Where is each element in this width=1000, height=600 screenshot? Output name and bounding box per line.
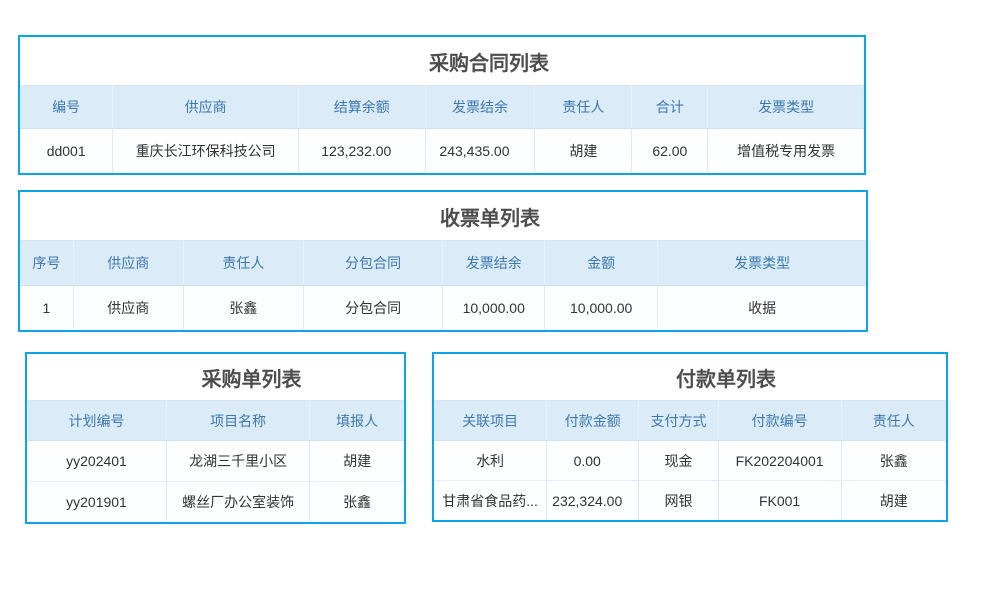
purchase-order-table: 计划编号 项目名称 填报人 yy202401 龙湖三千里小区 胡建 yy2019…	[27, 401, 404, 522]
column-header: 责任人	[840, 401, 946, 441]
cell-filler: 张鑫	[309, 481, 404, 522]
cell-responsible: 胡建	[840, 480, 946, 520]
column-header: 编号	[20, 86, 113, 129]
column-header: 金额	[543, 241, 658, 286]
purchase-order-panel: 采购单列表 计划编号 项目名称 填报人 yy202401 龙湖三千里小区 胡建	[25, 352, 406, 524]
cell-contract-code: dd001	[20, 128, 113, 173]
cell-invoice-type: 增值税专用发票	[707, 128, 864, 173]
purchase-contract-title: 采购合同列表	[20, 37, 864, 86]
cell-project-name: 螺丝厂办公室装饰	[165, 481, 310, 522]
column-header: 关联项目	[434, 401, 547, 441]
purchase-contract-table: 编号 供应商 结算余额 发票结余 责任人 合计 发票类型 dd001 重庆长江环…	[20, 86, 864, 173]
cell-payment-code: FK202204001	[717, 440, 842, 481]
column-header: 项目名称	[165, 401, 310, 441]
cell-total: 62.00	[631, 128, 708, 173]
cell-settlement-balance: 123,232.00	[298, 128, 426, 173]
cell-related-project: 水利	[434, 440, 547, 481]
column-header: 支付方式	[638, 401, 719, 441]
column-header: 序号	[20, 241, 74, 286]
payment-header-row: 关联项目 付款金额 支付方式 付款编号 责任人	[434, 401, 946, 441]
cell-invoice-balance: 10,000.00	[442, 285, 545, 330]
payment-title: 付款单列表	[434, 354, 946, 401]
cell-project-name: 龙湖三千里小区	[165, 440, 310, 482]
column-header: 发票类型	[707, 86, 864, 129]
cell-responsible: 张鑫	[840, 440, 946, 481]
receipt-header-row: 序号 供应商 责任人 分包合同 发票结余 金额 发票类型	[20, 241, 866, 286]
cell-plan-code: yy202401	[27, 440, 167, 482]
column-header: 结算余额	[298, 86, 426, 129]
receipt-table: 序号 供应商 责任人 分包合同 发票结余 金额 发票类型 1 供应商 张鑫 分包…	[20, 241, 866, 330]
cell-payment-amount: 0.00	[546, 440, 639, 481]
table-row[interactable]: dd001 重庆长江环保科技公司 123,232.00 243,435.00 胡…	[20, 128, 864, 173]
purchase-contract-panel: 采购合同列表 编号 供应商 结算余额 发票结余 责任人 合计 发票类型 dd00…	[18, 35, 866, 175]
purchase-order-title: 采购单列表	[27, 354, 404, 401]
column-header: 发票类型	[657, 241, 866, 286]
table-row[interactable]: 水利 0.00 现金 FK202204001 张鑫	[434, 440, 946, 481]
column-header: 供应商	[72, 241, 184, 286]
cell-filler: 胡建	[309, 440, 404, 482]
cell-payment-amount: 232,324.00	[546, 480, 639, 520]
payment-panel: 付款单列表 关联项目 付款金额 支付方式 付款编号 责任人 水利 0.00 现金	[432, 352, 948, 522]
cell-invoice-balance: 243,435.00	[424, 128, 535, 173]
cell-payment-method: 网银	[638, 480, 719, 520]
table-row[interactable]: yy201901 螺丝厂办公室装饰 张鑫	[27, 481, 404, 522]
receipt-panel: 收票单列表 序号 供应商 责任人 分包合同 发票结余 金额 发票类型 1	[18, 190, 868, 332]
column-header: 分包合同	[302, 241, 443, 286]
column-header: 供应商	[112, 86, 299, 129]
cell-subcontract: 分包合同	[302, 285, 443, 330]
table-row[interactable]: yy202401 龙湖三千里小区 胡建	[27, 440, 404, 482]
column-header: 付款编号	[717, 401, 842, 441]
column-header: 付款金额	[546, 401, 639, 441]
cell-payment-method: 现金	[638, 440, 719, 481]
column-header: 发票结余	[442, 241, 545, 286]
column-header: 责任人	[182, 241, 304, 286]
payment-table: 关联项目 付款金额 支付方式 付款编号 责任人 水利 0.00 现金 FK202…	[434, 401, 946, 520]
receipt-title: 收票单列表	[20, 192, 866, 241]
column-header: 合计	[631, 86, 708, 129]
cell-supplier: 重庆长江环保科技公司	[112, 128, 299, 173]
column-header: 计划编号	[27, 401, 167, 441]
cell-plan-code: yy201901	[27, 481, 167, 522]
cell-responsible: 胡建	[534, 128, 632, 173]
table-row[interactable]: 甘肃省食品药... 232,324.00 网银 FK001 胡建	[434, 480, 946, 520]
cell-payment-code: FK001	[717, 480, 842, 520]
column-header: 填报人	[309, 401, 404, 441]
purchase-order-header-row: 计划编号 项目名称 填报人	[27, 401, 404, 441]
cell-supplier: 供应商	[72, 285, 184, 330]
cell-amount: 10,000.00	[543, 285, 658, 330]
cell-responsible: 张鑫	[182, 285, 304, 330]
table-row[interactable]: 1 供应商 张鑫 分包合同 10,000.00 10,000.00 收据	[20, 285, 866, 330]
column-header: 责任人	[534, 86, 632, 129]
cell-seq: 1	[20, 285, 74, 330]
purchase-contract-header-row: 编号 供应商 结算余额 发票结余 责任人 合计 发票类型	[20, 86, 864, 129]
column-header: 发票结余	[424, 86, 535, 129]
cell-invoice-type: 收据	[657, 285, 866, 330]
cell-related-project: 甘肃省食品药...	[434, 480, 547, 520]
